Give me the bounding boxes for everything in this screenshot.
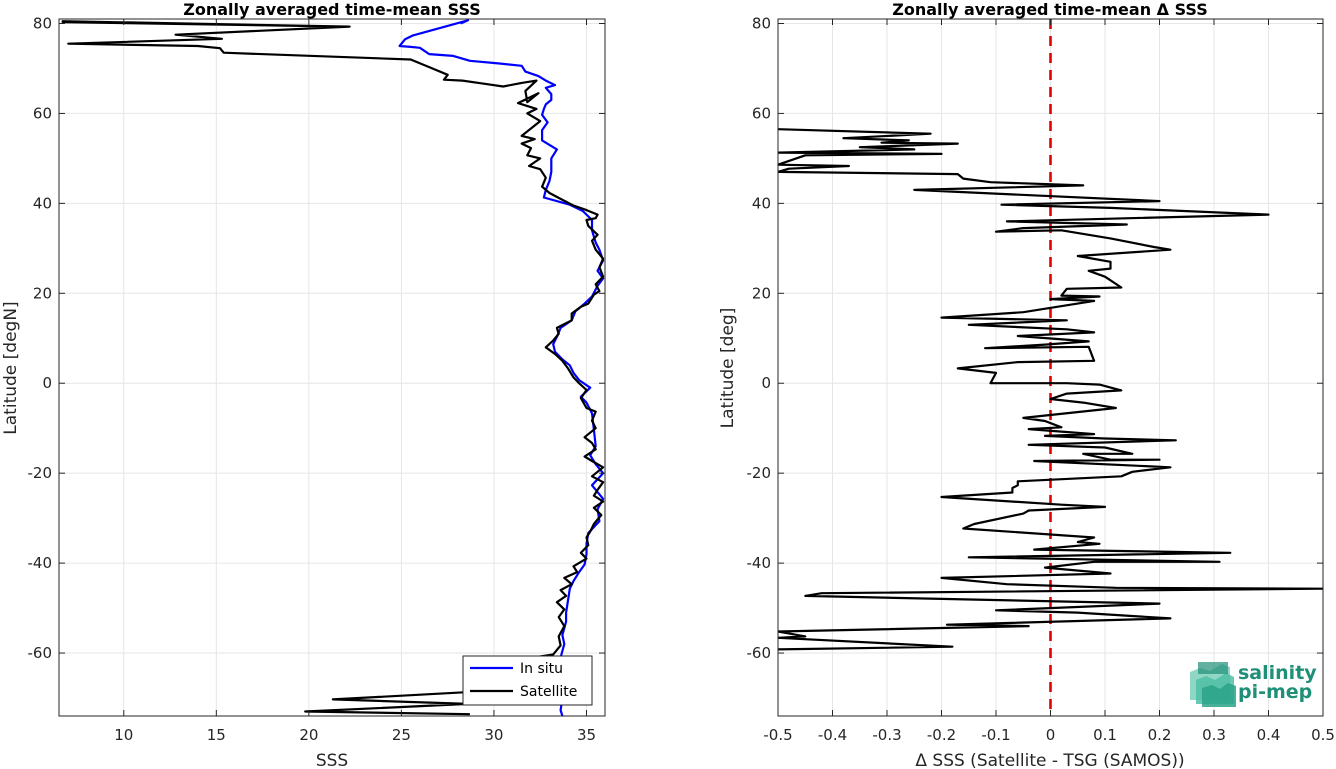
- right-y-tick-label: -20: [747, 464, 772, 482]
- logo-wave-icon: [1190, 662, 1236, 707]
- left-y-tick-label: 0: [42, 374, 52, 392]
- right-x-tick-label: 0.1: [1093, 726, 1117, 744]
- left-y-tick-label: 20: [33, 284, 52, 302]
- right-x-tick-label: -0.5: [763, 726, 792, 744]
- left-x-axis-label: SSS: [316, 751, 348, 769]
- left-x-tick-label: 20: [299, 726, 318, 744]
- left-plot-frame: [58, 18, 606, 717]
- right-x-tick-label: 0: [1046, 726, 1056, 744]
- left-x-tick-label: 35: [577, 726, 596, 744]
- right-x-tick-label: -0.1: [981, 726, 1010, 744]
- left-chart: 10 15 20 25 30 35 -60 -40 -20 0 20 40 60 80 Zonally a…: [1, 0, 606, 769]
- left-x-tick-label: 10: [114, 726, 133, 744]
- right-x-tick-label: 0.5: [1311, 726, 1335, 744]
- left-y-tick-label: -40: [28, 554, 53, 572]
- left-ticks: 10 15 20 25 30 35 -60 -40 -20 0 20 40 60 80: [28, 14, 605, 744]
- legend: In situ Satellite: [462, 655, 593, 706]
- right-x-tick-label: -0.3: [872, 726, 901, 744]
- left-y-axis-label: Latitude [degN]: [1, 301, 21, 434]
- right-x-tick-label: -0.2: [927, 726, 956, 744]
- right-y-tick-label: -40: [747, 554, 772, 572]
- left-series-group: [61, 19, 605, 716]
- salinity-pi-mep-logo: salinity pi-mep: [1190, 662, 1317, 707]
- right-x-tick-label: -0.4: [818, 726, 847, 744]
- logo-text-pi-mep: pi-mep: [1238, 681, 1312, 703]
- left-y-tick-label: -20: [28, 464, 53, 482]
- right-y-tick-label: -60: [747, 644, 772, 662]
- legend-label-satellite: Satellite: [520, 684, 577, 700]
- left-series-line-satellite: [61, 20, 605, 716]
- left-x-tick-label: 15: [207, 726, 226, 744]
- right-y-tick-label: 40: [752, 194, 771, 212]
- right-ticks: -0.5 -0.4 -0.3 -0.2 -0.1 0 0.1 0.2 0.3 0.4 0.5 -60 -…: [747, 14, 1335, 744]
- left-y-tick-label: 80: [33, 14, 52, 32]
- right-chart-title: Zonally averaged time-mean Δ SSS: [892, 0, 1208, 19]
- right-chart: -0.5 -0.4 -0.3 -0.2 -0.1 0 0.1 0.2 0.3 0.4 0.5 -60 -…: [718, 0, 1335, 769]
- left-x-tick-label: 30: [484, 726, 503, 744]
- right-series-line-series-0: [778, 128, 1323, 651]
- right-x-tick-label: 0.2: [1148, 726, 1172, 744]
- right-x-tick-label: 0.4: [1257, 726, 1281, 744]
- right-y-axis-label: Latitude [deg]: [718, 308, 738, 429]
- right-y-tick-label: 80: [752, 14, 771, 32]
- logo-text-salinity: salinity: [1238, 662, 1317, 684]
- left-chart-title: Zonally averaged time-mean SSS: [183, 0, 481, 19]
- left-y-tick-label: 40: [33, 194, 52, 212]
- left-grid: [59, 19, 605, 716]
- right-y-tick-label: 20: [752, 284, 771, 302]
- right-x-tick-label: 0.3: [1202, 726, 1226, 744]
- right-x-axis-label: Δ SSS (Satellite - TSG (SAMOS)): [915, 751, 1184, 769]
- left-y-tick-label: -60: [28, 644, 53, 662]
- right-series-group: [778, 19, 1323, 716]
- legend-label-in-situ: In situ: [520, 661, 563, 677]
- right-y-tick-label: 0: [761, 374, 771, 392]
- right-y-tick-label: 60: [752, 104, 771, 122]
- legend-box: [462, 655, 593, 706]
- left-plot-area: [59, 19, 605, 716]
- left-x-tick-label: 25: [392, 726, 411, 744]
- left-y-tick-label: 60: [33, 104, 52, 122]
